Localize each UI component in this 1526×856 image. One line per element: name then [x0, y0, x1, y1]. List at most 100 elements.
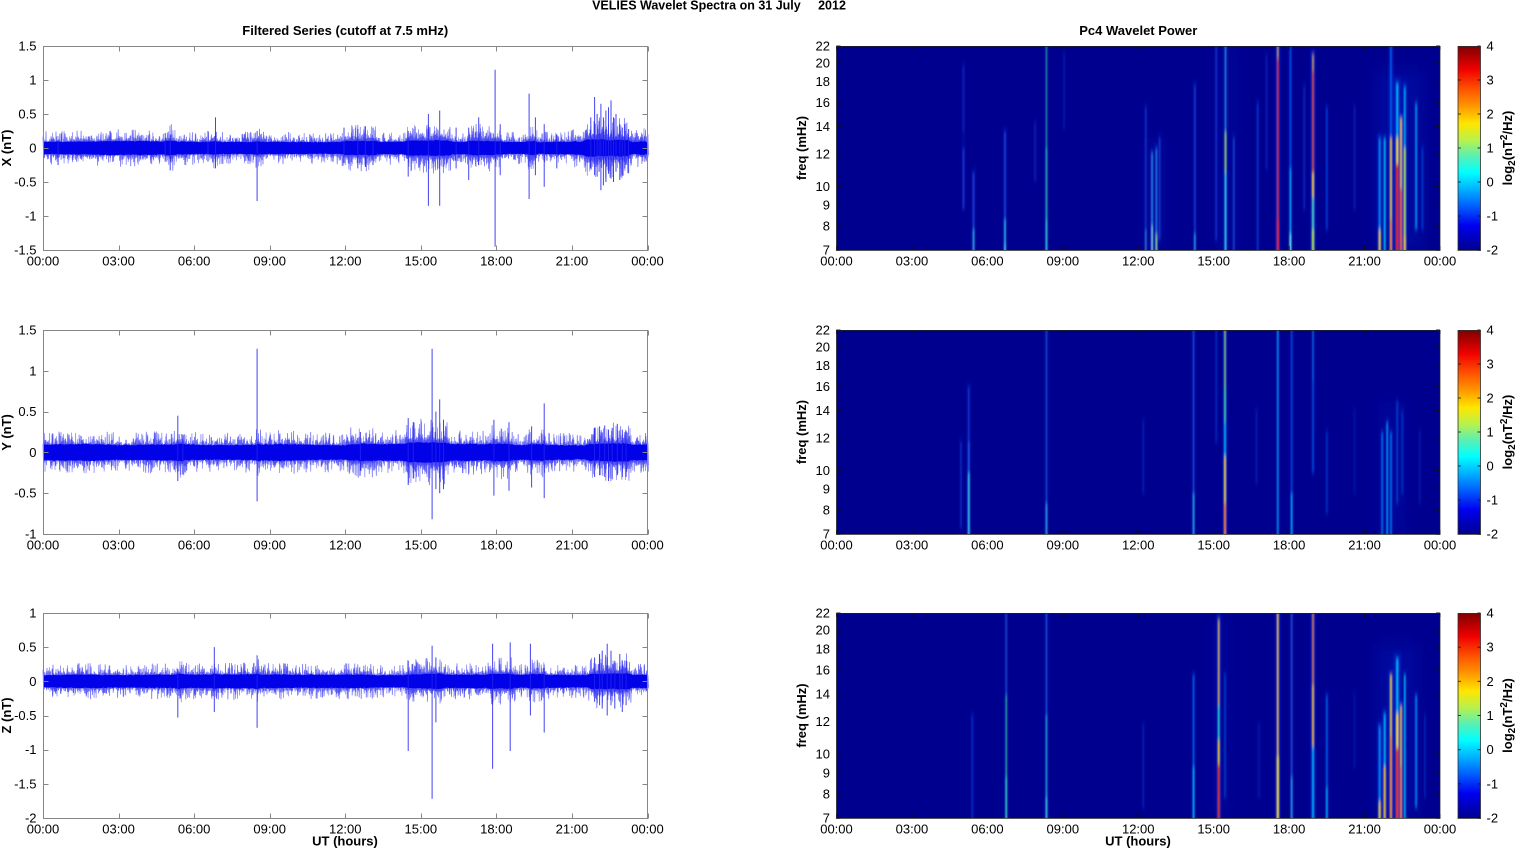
svg-text:X (nT): X (nT)	[0, 130, 14, 167]
svg-text:06:00: 06:00	[971, 254, 1004, 269]
svg-text:16: 16	[816, 379, 830, 394]
svg-text:00:00: 00:00	[631, 822, 664, 837]
svg-text:Pc4 Wavelet Power: Pc4 Wavelet Power	[1079, 23, 1197, 38]
svg-text:freq (mHz): freq (mHz)	[794, 683, 809, 747]
svg-text:06:00: 06:00	[178, 822, 211, 837]
svg-text:12: 12	[816, 714, 830, 729]
svg-text:00:00: 00:00	[1424, 538, 1457, 553]
svg-text:14: 14	[816, 119, 830, 134]
svg-text:freq (mHz): freq (mHz)	[794, 400, 809, 464]
svg-text:10: 10	[816, 179, 830, 194]
svg-text:1: 1	[1487, 425, 1494, 440]
svg-text:00:00: 00:00	[631, 254, 664, 269]
svg-text:09:00: 09:00	[1047, 822, 1080, 837]
svg-text:0: 0	[29, 141, 36, 156]
svg-text:18: 18	[816, 358, 830, 373]
svg-text:UT (hours): UT (hours)	[312, 834, 378, 849]
svg-text:12:00: 12:00	[329, 254, 362, 269]
svg-text:03:00: 03:00	[896, 254, 929, 269]
svg-text:03:00: 03:00	[102, 538, 135, 553]
svg-text:4: 4	[1487, 606, 1494, 621]
svg-text:1: 1	[29, 363, 36, 378]
svg-text:12:00: 12:00	[1122, 538, 1155, 553]
svg-text:00:00: 00:00	[1424, 822, 1457, 837]
svg-text:-1.5: -1.5	[14, 776, 36, 791]
svg-text:-2: -2	[1487, 243, 1499, 258]
svg-text:12:00: 12:00	[329, 822, 362, 837]
svg-text:21:00: 21:00	[556, 538, 589, 553]
svg-text:15:00: 15:00	[1197, 822, 1230, 837]
svg-text:Y (nT): Y (nT)	[0, 414, 14, 451]
svg-text:4: 4	[1487, 39, 1494, 54]
svg-text:freq (mHz): freq (mHz)	[794, 116, 809, 180]
svg-text:00:00: 00:00	[820, 254, 853, 269]
svg-text:-0.5: -0.5	[14, 175, 36, 190]
svg-text:06:00: 06:00	[178, 254, 211, 269]
svg-text:03:00: 03:00	[102, 822, 135, 837]
svg-text:00:00: 00:00	[820, 538, 853, 553]
svg-text:09:00: 09:00	[253, 822, 286, 837]
svg-text:10: 10	[816, 747, 830, 762]
svg-text:Filtered Series (cutoff at 7.5: Filtered Series (cutoff at 7.5 mHz)	[242, 23, 448, 38]
svg-text:1.5: 1.5	[18, 323, 36, 338]
svg-text:1: 1	[29, 606, 36, 621]
svg-text:14: 14	[816, 686, 830, 701]
svg-text:18:00: 18:00	[1273, 538, 1306, 553]
svg-text:0: 0	[29, 445, 36, 460]
svg-text:06:00: 06:00	[178, 538, 211, 553]
svg-text:00:00: 00:00	[27, 538, 60, 553]
svg-text:00:00: 00:00	[820, 822, 853, 837]
svg-text:2: 2	[1487, 391, 1494, 406]
svg-text:00:00: 00:00	[1424, 254, 1457, 269]
svg-text:18:00: 18:00	[1273, 254, 1306, 269]
svg-text:9: 9	[823, 198, 830, 213]
svg-text:-0.5: -0.5	[14, 708, 36, 723]
svg-text:12: 12	[816, 146, 830, 161]
svg-text:0: 0	[1487, 742, 1494, 757]
svg-text:18:00: 18:00	[480, 538, 513, 553]
svg-text:22: 22	[816, 606, 830, 621]
svg-text:18:00: 18:00	[480, 254, 513, 269]
svg-text:UT (hours): UT (hours)	[1105, 834, 1171, 849]
svg-text:03:00: 03:00	[896, 822, 929, 837]
svg-text:09:00: 09:00	[1047, 538, 1080, 553]
svg-text:22: 22	[816, 39, 830, 54]
svg-text:21:00: 21:00	[1348, 538, 1381, 553]
svg-text:00:00: 00:00	[27, 254, 60, 269]
svg-text:10: 10	[816, 463, 830, 478]
svg-text:21:00: 21:00	[556, 822, 589, 837]
svg-text:06:00: 06:00	[971, 822, 1004, 837]
svg-text:-1: -1	[25, 209, 37, 224]
svg-text:0: 0	[1487, 175, 1494, 190]
svg-text:7: 7	[823, 527, 830, 542]
svg-text:18:00: 18:00	[480, 822, 513, 837]
svg-text:20: 20	[816, 339, 830, 354]
svg-text:2: 2	[1487, 674, 1494, 689]
svg-text:09:00: 09:00	[1047, 254, 1080, 269]
svg-text:21:00: 21:00	[1348, 254, 1381, 269]
svg-text:15:00: 15:00	[1197, 538, 1230, 553]
svg-text:-2: -2	[1487, 527, 1499, 542]
svg-text:4: 4	[1487, 323, 1494, 338]
svg-text:15:00: 15:00	[405, 538, 438, 553]
svg-text:-2: -2	[25, 811, 37, 826]
svg-text:7: 7	[823, 243, 830, 258]
svg-text:8: 8	[823, 219, 830, 234]
svg-text:20: 20	[816, 623, 830, 638]
svg-text:06:00: 06:00	[971, 538, 1004, 553]
svg-text:1: 1	[1487, 141, 1494, 156]
svg-text:0.5: 0.5	[18, 640, 36, 655]
svg-text:log2(nT2/Hz): log2(nT2/Hz)	[1499, 111, 1518, 186]
svg-text:-1: -1	[25, 527, 37, 542]
svg-text:20: 20	[816, 55, 830, 70]
svg-text:VELIES Wavelet Spectra on 31 J: VELIES Wavelet Spectra on 31 July 2012	[592, 0, 846, 13]
svg-text:log2(nT2/Hz): log2(nT2/Hz)	[1499, 395, 1518, 470]
svg-text:18: 18	[816, 641, 830, 656]
svg-text:18:00: 18:00	[1273, 822, 1306, 837]
svg-text:16: 16	[816, 663, 830, 678]
svg-text:3: 3	[1487, 357, 1494, 372]
svg-text:2: 2	[1487, 107, 1494, 122]
svg-text:22: 22	[816, 323, 830, 338]
svg-text:-1: -1	[1487, 209, 1499, 224]
svg-text:0: 0	[29, 674, 36, 689]
